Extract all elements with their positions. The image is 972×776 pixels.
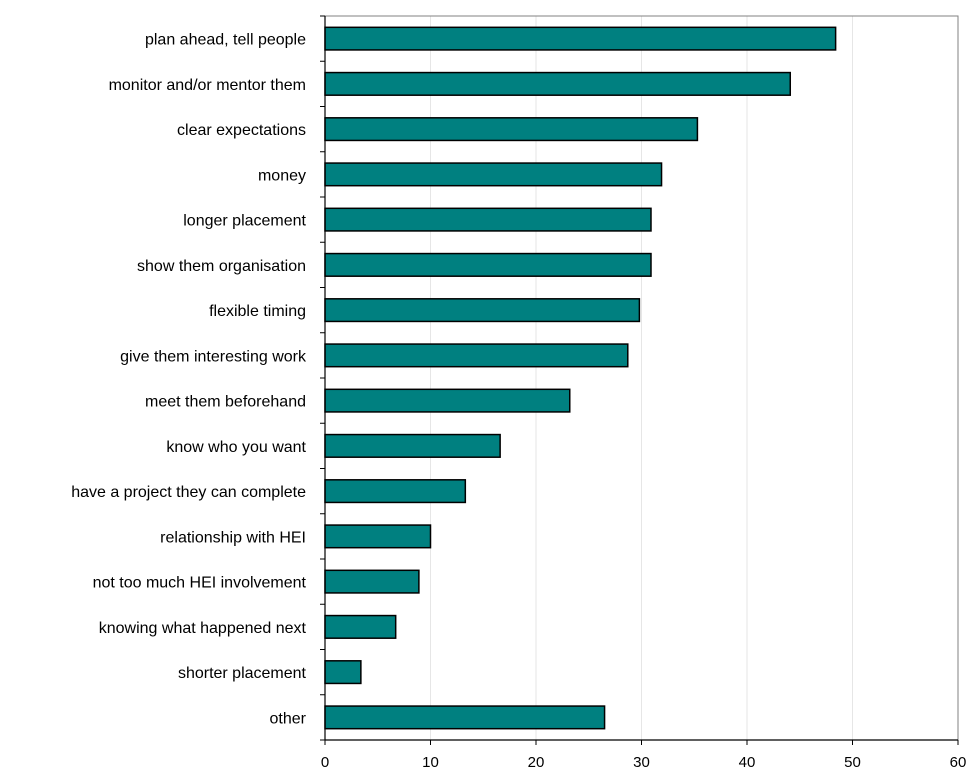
category-labels: plan ahead, tell people monitor and/or me… xyxy=(71,32,307,728)
bar xyxy=(324,569,420,594)
x-tick-label: 60 xyxy=(950,754,967,771)
x-tick-label: 20 xyxy=(528,754,545,771)
category-label: monitor and/or mentor them xyxy=(109,77,306,94)
bar xyxy=(324,117,699,142)
category-label: not too much HEI involvement xyxy=(93,575,307,592)
category-label: give them interesting work xyxy=(120,348,307,365)
x-tick-label: 40 xyxy=(739,754,756,771)
bar xyxy=(324,343,629,368)
category-label: shorter placement xyxy=(178,665,307,682)
bar xyxy=(324,26,837,51)
bar xyxy=(324,252,652,277)
category-label: know who you want xyxy=(166,439,306,456)
bar xyxy=(324,71,792,96)
bar xyxy=(324,207,652,232)
bar xyxy=(324,705,606,730)
x-tick-labels: 0 10 20 30 40 50 60 xyxy=(321,754,967,771)
x-tick-label: 10 xyxy=(422,754,439,771)
category-label: have a project they can complete xyxy=(71,484,306,501)
category-label: show them organisation xyxy=(137,258,306,275)
category-label: other xyxy=(270,710,307,727)
category-label: plan ahead, tell people xyxy=(145,32,306,49)
x-tick-label: 50 xyxy=(844,754,861,771)
category-label: meet them beforehand xyxy=(145,394,306,411)
bars xyxy=(324,26,837,730)
bar xyxy=(324,479,467,504)
axes xyxy=(320,15,959,745)
bar xyxy=(324,614,397,639)
x-tick-label: 0 xyxy=(321,754,329,771)
category-label: relationship with HEI xyxy=(160,529,306,546)
x-tick-label: 30 xyxy=(633,754,650,771)
category-label: knowing what happened next xyxy=(99,620,307,637)
category-label: flexible timing xyxy=(209,303,306,320)
bar xyxy=(324,524,432,549)
category-label: clear expectations xyxy=(177,122,306,139)
bar xyxy=(324,433,501,458)
category-label: money xyxy=(258,167,306,184)
bar xyxy=(324,162,663,187)
category-label: longer placement xyxy=(183,213,306,230)
bar xyxy=(324,388,571,413)
bar xyxy=(324,298,641,323)
bar xyxy=(324,660,362,685)
